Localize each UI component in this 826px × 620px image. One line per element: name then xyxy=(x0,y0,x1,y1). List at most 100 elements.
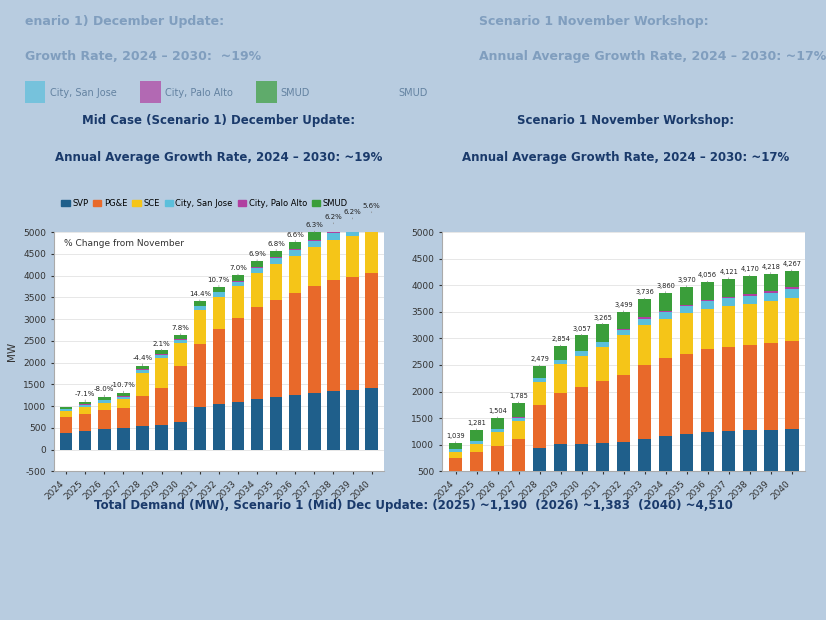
Bar xyxy=(743,296,757,304)
Bar xyxy=(491,429,505,430)
Bar xyxy=(25,81,45,102)
Bar xyxy=(60,412,73,417)
Text: % Change from November: % Change from November xyxy=(64,239,183,248)
Bar xyxy=(659,319,672,358)
Bar xyxy=(155,425,168,450)
Bar xyxy=(193,310,206,343)
Bar xyxy=(785,298,799,340)
Bar xyxy=(346,227,358,229)
Text: Annual Average Growth Rate, 2024 – 2030: ~17%: Annual Average Growth Rate, 2024 – 2030:… xyxy=(479,50,826,63)
Bar xyxy=(596,443,610,498)
Text: -7.1%: -7.1% xyxy=(75,391,95,402)
Text: Scenario 1 November Workshop:: Scenario 1 November Workshop: xyxy=(479,15,709,28)
Bar xyxy=(270,257,282,259)
Bar xyxy=(289,256,301,293)
Text: Annual Average Growth Rate, 2024 – 2030: ~19%: Annual Average Growth Rate, 2024 – 2030:… xyxy=(55,151,382,164)
Bar xyxy=(764,301,777,343)
Bar xyxy=(575,335,588,351)
Bar xyxy=(251,267,263,268)
Text: City, Palo Alto: City, Palo Alto xyxy=(165,88,233,98)
Bar xyxy=(722,347,735,431)
Bar xyxy=(449,449,463,451)
Bar xyxy=(449,443,463,449)
Bar xyxy=(680,353,694,434)
Bar xyxy=(680,287,694,305)
Text: Mid Case (Scenario 1) December Update:: Mid Case (Scenario 1) December Update: xyxy=(83,114,355,127)
Bar xyxy=(596,324,610,342)
Bar xyxy=(270,259,282,264)
Text: 6.8%: 6.8% xyxy=(268,241,285,250)
Bar xyxy=(289,395,301,450)
Bar xyxy=(638,365,652,439)
Bar xyxy=(700,282,714,300)
Bar xyxy=(659,311,672,312)
Text: 3,736: 3,736 xyxy=(635,290,654,299)
Bar xyxy=(98,403,111,410)
Bar xyxy=(60,417,73,433)
Bar xyxy=(256,81,277,102)
Y-axis label: MW: MW xyxy=(7,342,17,361)
Bar xyxy=(470,441,483,445)
Text: enario 1) December Update:: enario 1) December Update: xyxy=(25,15,224,28)
Bar xyxy=(785,271,799,287)
Bar xyxy=(617,329,630,330)
Text: 14.4%: 14.4% xyxy=(188,291,211,301)
Bar xyxy=(212,329,225,404)
Text: 7.0%: 7.0% xyxy=(229,265,247,275)
Bar xyxy=(270,250,282,257)
Text: 3,057: 3,057 xyxy=(572,326,591,335)
Bar xyxy=(533,378,547,382)
Bar xyxy=(289,293,301,395)
Bar xyxy=(327,240,339,280)
Bar xyxy=(289,249,301,250)
Bar xyxy=(365,221,377,223)
Bar xyxy=(722,431,735,498)
Bar xyxy=(155,388,168,425)
Bar xyxy=(722,298,735,306)
Bar xyxy=(270,397,282,450)
Text: 4,267: 4,267 xyxy=(782,261,801,271)
Bar xyxy=(722,306,735,347)
Bar xyxy=(553,346,567,360)
Bar xyxy=(251,268,263,273)
Bar xyxy=(449,451,463,458)
Bar xyxy=(553,365,567,393)
Text: 4,170: 4,170 xyxy=(740,267,759,276)
Bar xyxy=(140,81,161,102)
Bar xyxy=(251,273,263,307)
Bar xyxy=(533,405,547,448)
Text: 4,218: 4,218 xyxy=(762,264,780,273)
Bar xyxy=(512,421,525,439)
Text: City, San Jose: City, San Jose xyxy=(50,88,116,98)
Bar xyxy=(308,286,320,392)
Bar xyxy=(512,417,525,418)
Bar xyxy=(553,360,567,365)
Bar xyxy=(193,407,206,450)
Bar xyxy=(327,224,339,232)
Bar xyxy=(212,404,225,450)
Bar xyxy=(346,277,358,390)
Bar xyxy=(174,366,187,422)
Bar xyxy=(553,393,567,444)
Text: 6.6%: 6.6% xyxy=(287,232,304,242)
Bar xyxy=(79,431,92,450)
Bar xyxy=(232,281,244,286)
Bar xyxy=(659,293,672,311)
Bar xyxy=(98,429,111,450)
Bar xyxy=(575,352,588,356)
Text: 4,121: 4,121 xyxy=(719,269,738,279)
Bar xyxy=(327,233,339,240)
Bar xyxy=(155,350,168,354)
Bar xyxy=(232,318,244,402)
Bar xyxy=(700,349,714,432)
Bar xyxy=(743,430,757,498)
Bar xyxy=(659,312,672,319)
Bar xyxy=(79,414,92,431)
Bar xyxy=(136,396,149,426)
Bar xyxy=(365,223,377,231)
Bar xyxy=(193,301,206,306)
Bar xyxy=(638,319,652,325)
Bar xyxy=(512,471,525,498)
Bar xyxy=(212,293,225,296)
Bar xyxy=(327,232,339,233)
